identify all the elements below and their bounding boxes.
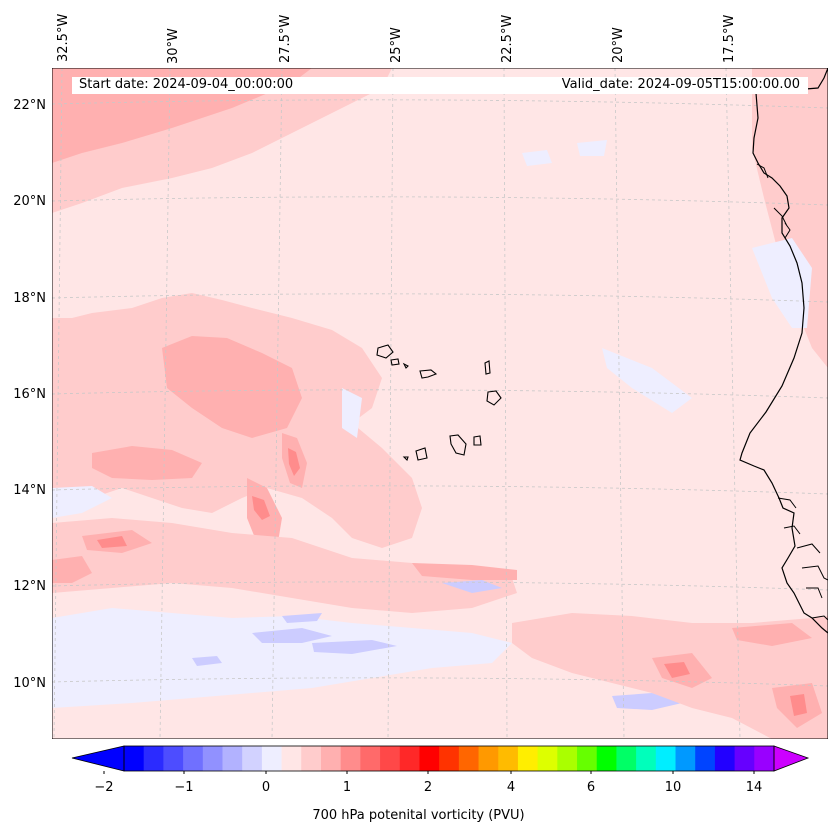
cape-verde-islands xyxy=(376,344,502,462)
colorbar-cell xyxy=(380,746,401,771)
colorbar-cell xyxy=(242,746,263,771)
pv-contour-medium-red xyxy=(412,563,517,580)
colorbar-cell xyxy=(320,746,342,771)
date-info-box: Start date: 2024-09-04_00:00:00 Valid_da… xyxy=(72,77,808,94)
pv-contour-light-blue xyxy=(192,656,222,666)
pv-contour-pale-blue xyxy=(52,608,512,708)
colorbar-cell xyxy=(478,746,499,771)
colorbar-cell xyxy=(340,746,361,771)
colorbar-extend-low xyxy=(71,745,125,772)
lat-label: 22°N xyxy=(13,98,46,113)
colorbar-cell xyxy=(202,746,223,771)
colorbar-ticks xyxy=(103,771,755,774)
colorbar-tick-label: −2 xyxy=(94,780,114,795)
colorbar xyxy=(71,745,810,774)
lat-label: 20°N xyxy=(13,194,46,209)
colorbar-label: 700 hPa potenital vorticity (PVU) xyxy=(312,808,525,823)
colorbar-cell xyxy=(183,746,204,771)
gridlines xyxy=(52,68,828,739)
pv-contour-pale-blue xyxy=(752,238,812,328)
lon-label: 20°W xyxy=(611,27,626,63)
colorbar-tick-label: 14 xyxy=(745,780,763,795)
colorbar-cell xyxy=(458,746,480,771)
colorbar-tick-label: 2 xyxy=(423,780,433,795)
pv-contour-medium-red xyxy=(732,623,812,646)
pv-contour-light-blue xyxy=(312,640,397,654)
lon-label: 22.5°W xyxy=(500,14,515,63)
colorbar-cell xyxy=(163,746,184,771)
lon-label: 32.5°W xyxy=(56,13,71,62)
pv-contour-light-blue xyxy=(442,580,502,593)
colorbar-cell xyxy=(399,746,420,771)
pv-contour-deep-red xyxy=(252,496,270,520)
lat-label: 18°N xyxy=(13,291,46,306)
pv-contour-deep-red xyxy=(790,694,807,716)
lon-label: 17.5°W xyxy=(722,14,737,63)
colorbar-extend-high xyxy=(773,745,810,772)
colorbar-cell xyxy=(557,746,578,771)
colorbar-tick-label: 0 xyxy=(261,780,271,795)
start-date-label: Start date: 2024-09-04_00:00:00 xyxy=(79,77,294,92)
lat-label: 10°N xyxy=(13,676,46,691)
colorbar-cell xyxy=(636,746,657,771)
colorbar-cell xyxy=(734,746,755,771)
colorbar-cell xyxy=(124,746,145,771)
pv-contour-pale-blue xyxy=(52,486,112,518)
pv-contour-light-blue xyxy=(282,613,322,623)
colorbar-cell xyxy=(537,746,558,771)
lat-label: 12°N xyxy=(13,579,46,594)
lon-label: 27.5°W xyxy=(278,14,293,63)
colorbar-cell xyxy=(439,746,460,771)
pv-contour-pale-blue xyxy=(577,140,607,156)
colorbar-cell xyxy=(675,746,696,771)
pv-contour-light-red xyxy=(52,518,517,613)
pv-contour-pale-blue xyxy=(602,348,692,413)
lon-label: 30°W xyxy=(166,28,181,64)
map-panel xyxy=(52,68,828,739)
pv-contour-deep-red xyxy=(97,536,127,548)
colorbar-tick-label: 10 xyxy=(664,780,682,795)
colorbar-cell xyxy=(754,746,775,771)
colorbar-cell xyxy=(360,746,381,771)
colorbar-cell xyxy=(281,746,302,771)
pv-contour-deep-red xyxy=(664,662,690,678)
colorbar-cell xyxy=(517,746,539,771)
colorbar-tick-label: −1 xyxy=(174,780,194,795)
pv-contour-deep-red xyxy=(288,448,300,476)
pv-contour-light-red xyxy=(52,318,82,508)
valid-date-label: Valid_date: 2024-09-05T15:00:00.00 xyxy=(561,77,800,92)
african-coastline-detail xyxy=(756,163,828,621)
colorbar-tick-label: 6 xyxy=(586,780,596,795)
colorbar-cell xyxy=(261,746,283,771)
african-coastline xyxy=(739,68,828,634)
lat-label: 14°N xyxy=(13,483,46,498)
colorbar-tick-label: 1 xyxy=(342,780,352,795)
pv-contour-medium-red xyxy=(92,446,202,480)
colorbar-cell xyxy=(714,746,736,771)
pv-contour-light-blue xyxy=(252,628,332,643)
pv-contour-medium-red xyxy=(162,336,302,438)
lon-label: 25°W xyxy=(389,27,404,63)
colorbar-cell xyxy=(577,746,598,771)
pv-contour-pale-blue xyxy=(342,388,362,438)
pv-contour-pale-blue xyxy=(522,150,552,166)
colorbar-cell xyxy=(419,746,440,771)
colorbar-tick-label: 4 xyxy=(506,780,516,795)
colorbar-cell xyxy=(301,746,322,771)
pv-contour-medium-red xyxy=(52,556,92,583)
colorbar-cell xyxy=(616,746,637,771)
colorbar-cell xyxy=(498,746,519,771)
lat-label: 16°N xyxy=(13,387,46,402)
colorbar-cell xyxy=(596,746,617,771)
colorbar-cell xyxy=(695,746,716,771)
colorbar-cell xyxy=(143,746,164,771)
colorbar-cell xyxy=(222,746,243,771)
colorbar-cell xyxy=(655,746,677,771)
